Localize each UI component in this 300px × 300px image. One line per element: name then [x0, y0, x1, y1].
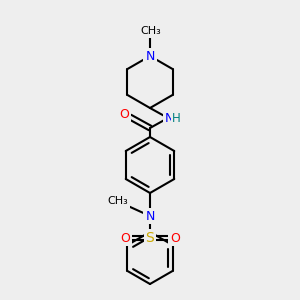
- Text: S: S: [146, 231, 154, 245]
- Text: CH₃: CH₃: [141, 26, 161, 36]
- Text: O: O: [120, 232, 130, 244]
- Text: N: N: [145, 50, 155, 62]
- Text: N: N: [145, 209, 155, 223]
- Text: O: O: [170, 232, 180, 244]
- Text: CH₃: CH₃: [108, 196, 128, 206]
- Text: H: H: [172, 112, 181, 124]
- Text: N: N: [164, 112, 174, 124]
- Text: O: O: [119, 107, 129, 121]
